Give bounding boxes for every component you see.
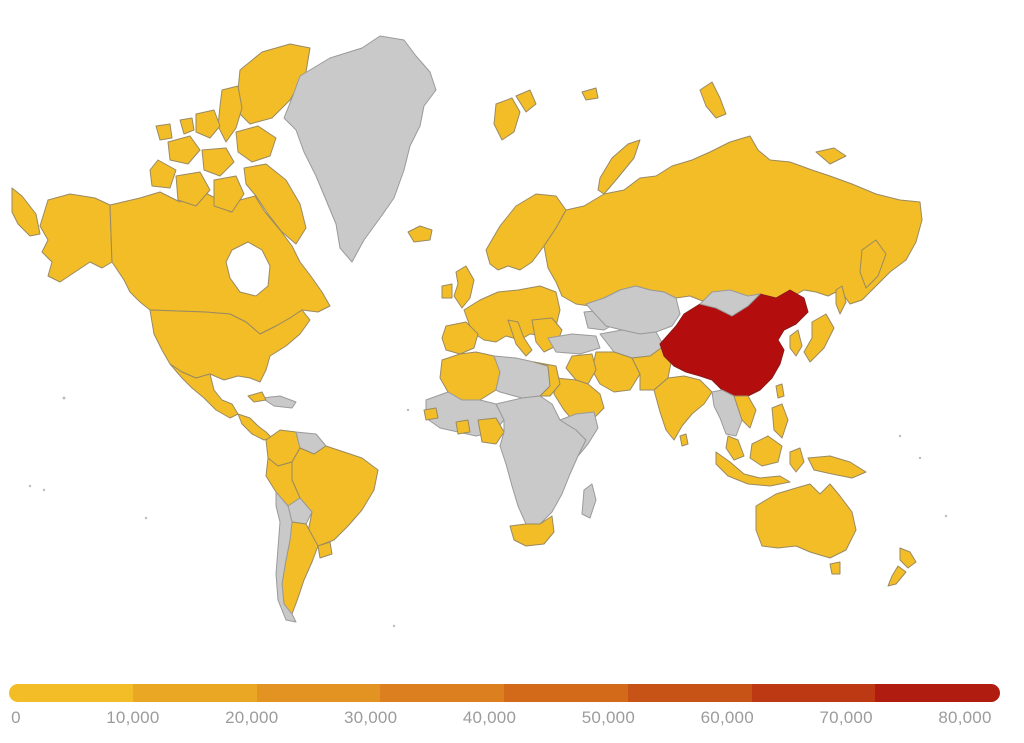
region-nigeria[interactable] — [477, 417, 505, 445]
legend-segment — [256, 684, 381, 702]
region-franz-josef[interactable] — [581, 87, 599, 101]
island-dot — [42, 488, 46, 492]
region-mongolia[interactable] — [699, 289, 761, 317]
region-uk[interactable] — [453, 265, 475, 309]
region-japan[interactable] — [803, 313, 835, 363]
region-tasmania[interactable] — [829, 561, 841, 575]
legend-tick-label: 70,000 — [819, 708, 873, 727]
region-thailand-vietnam[interactable] — [733, 395, 757, 429]
legend-tick-labels: 0 10,000 20,000 30,000 40,000 50,000 60,000 70,… — [0, 708, 1024, 732]
region-iberia[interactable] — [441, 321, 479, 355]
region-central-africa[interactable] — [495, 395, 587, 525]
legend-tick-label: 30,000 — [344, 708, 398, 727]
island-dot — [28, 484, 32, 488]
region-uruguay[interactable] — [317, 541, 333, 559]
region-india[interactable] — [653, 375, 713, 441]
legend-tick-label: 0 — [11, 708, 21, 727]
color-scale-legend — [9, 684, 1000, 702]
region-iran[interactable] — [591, 351, 641, 393]
legend-segment — [504, 684, 629, 702]
region-cuba[interactable] — [247, 391, 267, 403]
legend-segment — [627, 684, 752, 702]
legend-tick-label: 50,000 — [581, 708, 635, 727]
region-arctic-island-10[interactable] — [179, 117, 195, 135]
region-iceland[interactable] — [407, 225, 433, 243]
region-horn-of-africa[interactable] — [559, 411, 599, 457]
region-arctic-island-11[interactable] — [155, 123, 173, 141]
legend-segment — [875, 684, 1000, 702]
legend-tick-label: 40,000 — [462, 708, 517, 727]
region-turkey[interactable] — [547, 333, 601, 355]
region-taiwan[interactable] — [775, 383, 785, 399]
island-dot — [62, 396, 66, 400]
region-italy[interactable] — [507, 319, 533, 357]
region-sakhalin[interactable] — [835, 285, 847, 315]
region-central-america[interactable] — [237, 413, 273, 441]
region-arctic-island-5[interactable] — [167, 135, 201, 165]
region-new-guinea[interactable] — [807, 455, 867, 479]
region-arctic-island-4[interactable] — [195, 109, 221, 139]
region-ivory-coast[interactable] — [455, 419, 471, 435]
region-korea[interactable] — [789, 329, 803, 357]
region-canada[interactable] — [109, 189, 331, 335]
region-egypt[interactable] — [533, 361, 561, 397]
region-sulawesi[interactable] — [789, 447, 805, 473]
legend-segment — [9, 684, 134, 702]
island-dot — [144, 516, 148, 520]
region-baffin-island[interactable] — [243, 163, 307, 245]
region-australia[interactable] — [755, 483, 857, 559]
island-dot — [918, 456, 922, 460]
region-mexico[interactable] — [169, 363, 239, 419]
island-dot — [392, 624, 396, 628]
legend-tick-label: 10,000 — [106, 708, 160, 727]
region-svalbard[interactable] — [493, 97, 521, 141]
region-severnaya[interactable] — [699, 81, 727, 119]
island-dot — [898, 434, 902, 438]
region-greenland[interactable] — [283, 35, 437, 263]
region-arctic-island-2[interactable] — [217, 85, 243, 143]
region-sri-lanka[interactable] — [679, 433, 689, 447]
region-chile[interactable] — [275, 491, 297, 623]
region-madagascar[interactable] — [581, 483, 597, 519]
region-hudson-bay — [225, 241, 271, 297]
island-dot — [406, 408, 410, 412]
legend-tick-label: 20,000 — [225, 708, 279, 727]
region-alaska[interactable] — [39, 193, 113, 283]
region-malaysia[interactable] — [725, 435, 745, 461]
region-kamchatka[interactable] — [859, 239, 887, 289]
region-north-africa-east[interactable] — [493, 355, 551, 399]
legend-segment — [751, 684, 876, 702]
region-philippines[interactable] — [771, 403, 789, 439]
legend-segment — [380, 684, 505, 702]
legend-tick-label: 60,000 — [700, 708, 754, 727]
region-arctic-island-8[interactable] — [175, 171, 211, 207]
region-arctic-island-7[interactable] — [149, 159, 177, 189]
region-new-zealand-north[interactable] — [899, 547, 917, 569]
region-caribbean[interactable] — [261, 395, 297, 409]
region-senegal[interactable] — [423, 407, 439, 421]
world-map — [11, 35, 948, 628]
region-usa[interactable] — [149, 309, 311, 383]
region-arctic-island-6[interactable] — [201, 147, 235, 177]
region-new-zealand-south[interactable] — [887, 565, 907, 587]
region-alaska-west[interactable] — [11, 187, 41, 237]
region-arctic-island-9[interactable] — [213, 175, 245, 213]
region-south-africa[interactable] — [509, 515, 555, 547]
region-arctic-island-3[interactable] — [235, 125, 277, 163]
region-new-siberian[interactable] — [815, 147, 847, 165]
region-sumatra-java[interactable] — [715, 451, 791, 487]
region-ireland[interactable] — [441, 283, 453, 299]
legend-tick-label: 80,000 — [938, 708, 992, 727]
region-borneo[interactable] — [749, 435, 783, 467]
island-dot — [944, 514, 948, 518]
region-novaya-zemlya[interactable] — [597, 139, 641, 195]
region-svalbard-east[interactable] — [515, 89, 537, 113]
legend-segment — [132, 684, 257, 702]
